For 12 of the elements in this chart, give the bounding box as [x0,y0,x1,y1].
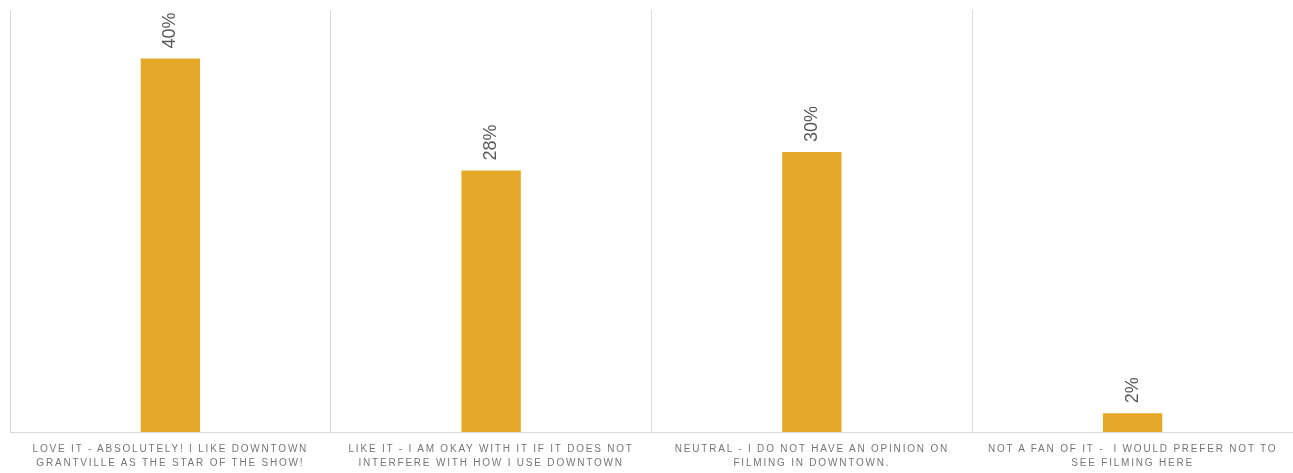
data-label: 40% [159,12,180,49]
x-tick-label: LOVE IT - ABSOLUTELY! I LIKE DOWNTOWN GRANTVILLE AS THE STAR OF THE SHOW! [32,442,309,468]
bar [782,151,842,432]
data-label: 28% [480,124,501,161]
x-tick-label: LIKE IT - I AM OKAY WITH IT IF IT DOES NOT INTERFERE WITH HOW I USE DOWNTOWN [348,442,634,468]
data-label: 30% [800,105,821,142]
bar [1102,413,1163,432]
bar [140,58,201,432]
x-tick-label: NEUTRAL - I DO NOT HAVE AN OPINION ON FILMING IN DOWNTOWN. [674,442,949,468]
data-label: 2% [1121,377,1142,404]
bar [461,170,521,432]
x-tick-label: NOT A FAN OF IT - I WOULD PREFER NOT TO SEE FILMING HERE [987,442,1278,468]
